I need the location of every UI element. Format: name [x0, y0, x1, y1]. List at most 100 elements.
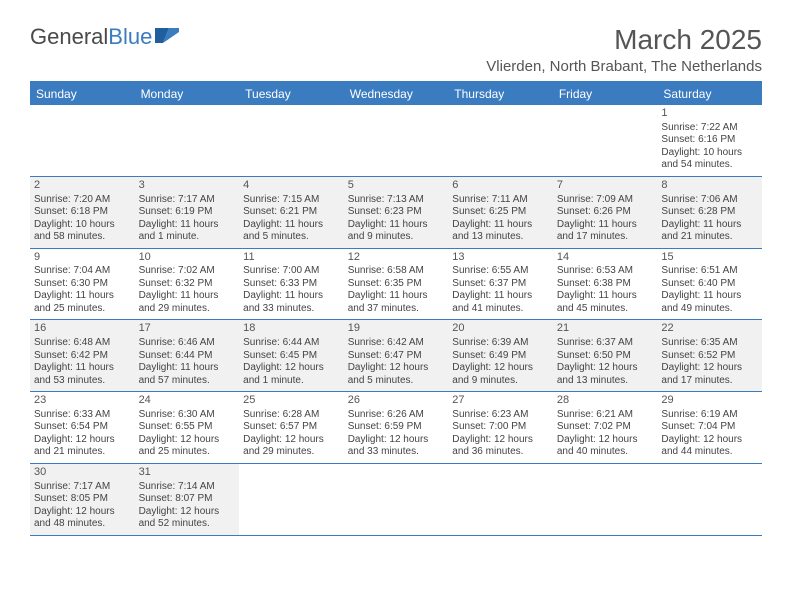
calendar-cell: 6Sunrise: 7:11 AMSunset: 6:25 PMDaylight…: [448, 177, 553, 249]
day-detail: Sunrise: 6:37 AM: [557, 337, 654, 350]
day-detail: and 17 minutes.: [661, 375, 758, 388]
day-detail: and 21 minutes.: [661, 231, 758, 244]
day-number: 20: [452, 322, 549, 336]
day-detail: Sunset: 6:50 PM: [557, 350, 654, 363]
day-detail: Sunrise: 7:06 AM: [661, 194, 758, 207]
month-title: March 2025: [486, 24, 762, 56]
day-detail: Sunrise: 6:19 AM: [661, 409, 758, 422]
day-header: Tuesday: [239, 83, 344, 105]
day-detail: Sunrise: 7:11 AM: [452, 194, 549, 207]
calendar-cell: 8Sunrise: 7:06 AMSunset: 6:28 PMDaylight…: [657, 177, 762, 249]
calendar-cell: 22Sunrise: 6:35 AMSunset: 6:52 PMDayligh…: [657, 320, 762, 392]
location-text: Vlierden, North Brabant, The Netherlands: [486, 58, 762, 75]
calendar-cell-empty: [553, 105, 658, 177]
logo: GeneralBlue: [30, 24, 181, 50]
day-detail: Sunset: 6:18 PM: [34, 206, 131, 219]
day-number: 22: [661, 322, 758, 336]
day-detail: and 36 minutes.: [452, 446, 549, 459]
calendar-cell-empty: [239, 105, 344, 177]
day-detail: and 41 minutes.: [452, 303, 549, 316]
day-detail: Sunrise: 7:04 AM: [34, 265, 131, 278]
day-detail: Sunset: 6:40 PM: [661, 278, 758, 291]
day-detail: Sunset: 6:42 PM: [34, 350, 131, 363]
calendar-cell: 14Sunrise: 6:53 AMSunset: 6:38 PMDayligh…: [553, 249, 658, 321]
day-detail: and 33 minutes.: [243, 303, 340, 316]
day-detail: Daylight: 12 hours: [243, 434, 340, 447]
day-header: Wednesday: [344, 83, 449, 105]
calendar-cell: 12Sunrise: 6:58 AMSunset: 6:35 PMDayligh…: [344, 249, 449, 321]
day-detail: Sunrise: 7:00 AM: [243, 265, 340, 278]
day-number: 9: [34, 251, 131, 265]
day-detail: Daylight: 12 hours: [34, 434, 131, 447]
calendar-cell-empty: [448, 464, 553, 536]
calendar-cell: 17Sunrise: 6:46 AMSunset: 6:44 PMDayligh…: [135, 320, 240, 392]
calendar-cell: 28Sunrise: 6:21 AMSunset: 7:02 PMDayligh…: [553, 392, 658, 464]
day-detail: Sunrise: 7:14 AM: [139, 481, 236, 494]
day-detail: Sunset: 6:16 PM: [661, 134, 758, 147]
day-detail: Sunset: 6:33 PM: [243, 278, 340, 291]
day-detail: and 5 minutes.: [348, 375, 445, 388]
calendar-cell: 20Sunrise: 6:39 AMSunset: 6:49 PMDayligh…: [448, 320, 553, 392]
day-detail: and 1 minute.: [243, 375, 340, 388]
day-detail: Daylight: 11 hours: [452, 290, 549, 303]
day-detail: Daylight: 12 hours: [661, 434, 758, 447]
day-number: 2: [34, 179, 131, 193]
day-detail: Daylight: 11 hours: [139, 219, 236, 232]
day-detail: Daylight: 12 hours: [452, 362, 549, 375]
calendar-cell: 18Sunrise: 6:44 AMSunset: 6:45 PMDayligh…: [239, 320, 344, 392]
day-detail: Daylight: 12 hours: [34, 506, 131, 519]
day-detail: Daylight: 11 hours: [243, 219, 340, 232]
calendar-cell: 3Sunrise: 7:17 AMSunset: 6:19 PMDaylight…: [135, 177, 240, 249]
calendar-cell-empty: [135, 105, 240, 177]
calendar-cell: 26Sunrise: 6:26 AMSunset: 6:59 PMDayligh…: [344, 392, 449, 464]
day-detail: Daylight: 11 hours: [661, 219, 758, 232]
day-detail: Sunrise: 7:13 AM: [348, 194, 445, 207]
calendar-cell-empty: [448, 105, 553, 177]
logo-flag-icon: [155, 24, 181, 50]
calendar-cell: 19Sunrise: 6:42 AMSunset: 6:47 PMDayligh…: [344, 320, 449, 392]
calendar-cell: 29Sunrise: 6:19 AMSunset: 7:04 PMDayligh…: [657, 392, 762, 464]
day-detail: Sunset: 6:28 PM: [661, 206, 758, 219]
day-detail: Daylight: 12 hours: [557, 434, 654, 447]
day-detail: Sunset: 6:37 PM: [452, 278, 549, 291]
day-detail: Sunset: 7:00 PM: [452, 421, 549, 434]
day-detail: and 37 minutes.: [348, 303, 445, 316]
day-number: 28: [557, 394, 654, 408]
day-detail: Daylight: 12 hours: [243, 362, 340, 375]
day-detail: and 49 minutes.: [661, 303, 758, 316]
day-detail: Sunrise: 6:21 AM: [557, 409, 654, 422]
calendar-cell: 21Sunrise: 6:37 AMSunset: 6:50 PMDayligh…: [553, 320, 658, 392]
day-detail: Sunrise: 6:39 AM: [452, 337, 549, 350]
day-detail: Sunset: 6:25 PM: [452, 206, 549, 219]
day-detail: Daylight: 12 hours: [348, 362, 445, 375]
day-number: 21: [557, 322, 654, 336]
day-number: 25: [243, 394, 340, 408]
calendar-cell-empty: [344, 105, 449, 177]
day-number: 7: [557, 179, 654, 193]
calendar-cell: 4Sunrise: 7:15 AMSunset: 6:21 PMDaylight…: [239, 177, 344, 249]
day-detail: Daylight: 11 hours: [452, 219, 549, 232]
day-detail: and 52 minutes.: [139, 518, 236, 531]
calendar-cell: 27Sunrise: 6:23 AMSunset: 7:00 PMDayligh…: [448, 392, 553, 464]
day-detail: Sunrise: 6:28 AM: [243, 409, 340, 422]
day-detail: Sunset: 6:32 PM: [139, 278, 236, 291]
day-detail: Sunrise: 7:17 AM: [34, 481, 131, 494]
day-number: 8: [661, 179, 758, 193]
day-number: 14: [557, 251, 654, 265]
day-detail: and 53 minutes.: [34, 375, 131, 388]
day-detail: Sunrise: 6:33 AM: [34, 409, 131, 422]
day-detail: Sunset: 6:54 PM: [34, 421, 131, 434]
day-number: 31: [139, 466, 236, 480]
day-detail: and 9 minutes.: [348, 231, 445, 244]
day-detail: and 1 minute.: [139, 231, 236, 244]
day-detail: Daylight: 10 hours: [661, 147, 758, 160]
calendar-cell: 15Sunrise: 6:51 AMSunset: 6:40 PMDayligh…: [657, 249, 762, 321]
day-detail: Sunrise: 6:55 AM: [452, 265, 549, 278]
day-detail: Sunrise: 6:46 AM: [139, 337, 236, 350]
calendar-cell: 9Sunrise: 7:04 AMSunset: 6:30 PMDaylight…: [30, 249, 135, 321]
day-number: 30: [34, 466, 131, 480]
day-detail: Sunrise: 6:51 AM: [661, 265, 758, 278]
day-detail: Sunset: 6:47 PM: [348, 350, 445, 363]
day-detail: Daylight: 12 hours: [661, 362, 758, 375]
calendar-cell: 16Sunrise: 6:48 AMSunset: 6:42 PMDayligh…: [30, 320, 135, 392]
